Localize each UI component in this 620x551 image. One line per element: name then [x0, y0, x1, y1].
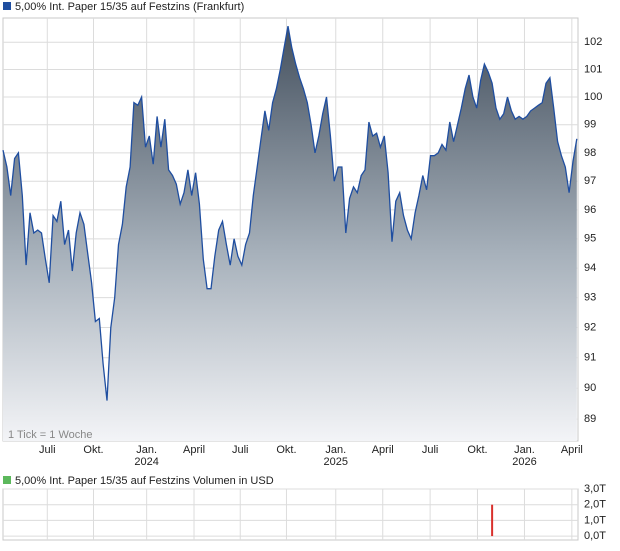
x-tick-label: Jan. [514, 444, 535, 456]
y-tick-label: 1,0T [584, 514, 606, 526]
x-tick-label: April [372, 444, 394, 456]
volume-bar [491, 504, 494, 537]
y-tick-label: 2,0T [584, 499, 606, 511]
y-tick-label: 100 [584, 91, 602, 103]
y-tick-label: 97 [584, 175, 596, 187]
x-tick-year: 2024 [134, 456, 158, 468]
x-tick-year: 2026 [512, 456, 536, 468]
y-tick-label: 99 [584, 119, 596, 131]
legend-swatch [3, 476, 11, 484]
volume-panel [2, 488, 579, 541]
x-tick-year: 2025 [324, 456, 348, 468]
note: 1 Tick = 1 Woche [8, 429, 92, 441]
line [2, 25, 578, 401]
x-tick-label: April [561, 444, 583, 456]
x-tick-label: Juli [39, 444, 56, 456]
y-tick-label: 94 [584, 262, 596, 274]
x-tick-label: Jan. [325, 444, 346, 456]
y-tick-label: 93 [584, 292, 596, 304]
y-tick-label: 102 [584, 36, 602, 48]
y-tick-label: 96 [584, 204, 596, 216]
y-tick-label: 0,0T [584, 530, 606, 542]
y-tick-label: 101 [584, 63, 602, 75]
y-tick-label: 95 [584, 233, 596, 245]
x-tick-label: Okt. [83, 444, 103, 456]
x-tick-label: Jan. [136, 444, 157, 456]
area [3, 26, 577, 441]
legend-swatch [3, 2, 11, 10]
y-tick-label: 98 [584, 147, 596, 159]
y-tick-label: 3,0T [584, 483, 606, 495]
x-tick-label: Juli [232, 444, 249, 456]
x-tick-label: Juli [422, 444, 439, 456]
y-tick-label: 89 [584, 413, 596, 425]
y-tick-label: 92 [584, 321, 596, 333]
y-tick-label: 91 [584, 352, 596, 364]
x-tick-label: April [183, 444, 205, 456]
volume-title: 5,00% Int. Paper 15/35 auf Festzins Volu… [15, 475, 274, 487]
x-tick-label: Okt. [276, 444, 296, 456]
y-tick-label: 90 [584, 382, 596, 394]
x-tick-label: Okt. [467, 444, 487, 456]
chart-title: 5,00% Int. Paper 15/35 auf Festzins (Fra… [15, 1, 244, 13]
